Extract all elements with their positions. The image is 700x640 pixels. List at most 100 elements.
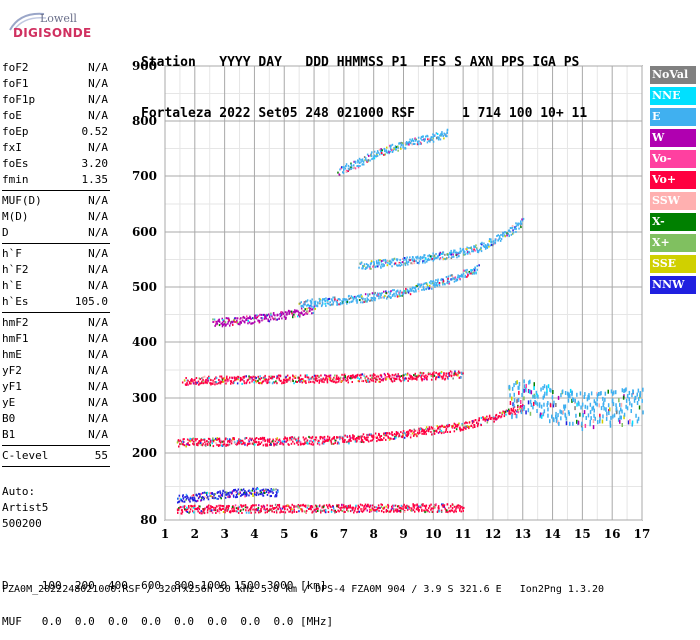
- trace-point: [346, 299, 349, 302]
- trace-point: [365, 380, 368, 383]
- trace-point: [363, 506, 365, 509]
- trace-point: [457, 374, 459, 377]
- trace-point: [334, 511, 336, 514]
- trace-point: [354, 507, 357, 510]
- trace-point: [389, 150, 392, 153]
- trace-point: [368, 440, 370, 443]
- trace-point: [439, 258, 441, 261]
- trace-point: [229, 438, 231, 441]
- trace-point: [240, 504, 242, 507]
- trace-point: [399, 146, 402, 149]
- trace-point: [217, 320, 220, 323]
- trace-point: [329, 301, 331, 304]
- trace-point: [512, 232, 514, 235]
- trace-point: [276, 314, 278, 317]
- trace-point: [332, 378, 335, 381]
- trace-point: [259, 381, 262, 384]
- trace-point: [443, 504, 446, 507]
- trace-point: [360, 158, 362, 161]
- trace-point: [185, 445, 187, 448]
- trace-point: [459, 429, 462, 432]
- trace-point: [198, 511, 201, 514]
- trace-point: [381, 296, 383, 299]
- trace-point: [435, 429, 438, 432]
- trace-point: [249, 377, 251, 380]
- trace-point: [453, 372, 455, 375]
- trace-point: [265, 489, 267, 492]
- trace-point: [350, 439, 352, 442]
- trace-point: [430, 426, 433, 429]
- trace-point: [301, 305, 304, 307]
- trace-point: [373, 293, 376, 296]
- trace-point: [382, 378, 385, 381]
- trace-point: [314, 377, 317, 380]
- trace-point: [484, 244, 487, 247]
- trace-point: [278, 505, 281, 508]
- trace-point: [343, 169, 345, 171]
- trace-point: [459, 275, 462, 278]
- trace-point: [233, 380, 235, 383]
- trace-point: [210, 382, 212, 385]
- trace-point: [207, 443, 209, 446]
- x-tick-label: 7: [340, 527, 348, 541]
- trace-point: [459, 509, 461, 512]
- trace-point: [207, 379, 209, 382]
- trace-point: [499, 236, 501, 239]
- trace-point: [461, 373, 463, 375]
- trace-point: [197, 380, 200, 383]
- trace-point: [395, 292, 397, 295]
- trace-point: [438, 372, 441, 375]
- trace-point: [207, 498, 210, 501]
- trace-point: [335, 511, 338, 513]
- trace-point: [234, 321, 236, 323]
- trace-point: [352, 167, 354, 170]
- trace-point: [511, 226, 514, 229]
- trace-point: [231, 510, 234, 513]
- trace-point: [235, 496, 237, 499]
- trace-point: [456, 372, 459, 375]
- trace-point: [192, 380, 194, 383]
- trace-point: [619, 419, 621, 424]
- trace-point: [292, 380, 294, 382]
- trace-point: [307, 303, 309, 306]
- trace-point: [313, 505, 315, 508]
- trace-point: [239, 323, 241, 326]
- trace-point: [322, 442, 325, 445]
- trace-point: [236, 490, 238, 493]
- trace-point: [425, 135, 427, 138]
- trace-point: [457, 372, 460, 374]
- trace-point: [240, 377, 242, 380]
- trace-point: [389, 374, 391, 377]
- trace-point: [248, 440, 250, 443]
- trace-point: [295, 505, 297, 508]
- trace-point: [281, 440, 284, 443]
- trace-point: [420, 372, 423, 374]
- trace-point: [596, 397, 598, 402]
- trace-point: [435, 132, 438, 135]
- trace-point: [379, 439, 382, 442]
- trace-point: [295, 374, 297, 377]
- trace-point: [204, 381, 206, 384]
- trace-point: [494, 418, 497, 421]
- trace-point: [402, 374, 404, 377]
- trace-point: [241, 382, 243, 385]
- trace-point: [186, 443, 188, 446]
- trace-point: [520, 220, 522, 223]
- trace-point: [619, 415, 621, 420]
- trace-point: [620, 415, 622, 420]
- trace-point: [233, 489, 235, 492]
- trace-point: [266, 488, 268, 491]
- trace-point: [608, 411, 610, 415]
- trace-point: [555, 403, 557, 407]
- trace-point: [527, 408, 530, 413]
- param-name: fxI: [2, 141, 22, 154]
- trace-point: [232, 510, 235, 513]
- trace-point: [310, 300, 313, 303]
- trace-point: [394, 146, 397, 149]
- trace-point: [602, 401, 605, 406]
- trace-point: [555, 414, 557, 419]
- trace-point: [357, 504, 359, 507]
- trace-point: [506, 410, 508, 413]
- trace-point: [430, 430, 432, 433]
- trace-point: [197, 510, 199, 513]
